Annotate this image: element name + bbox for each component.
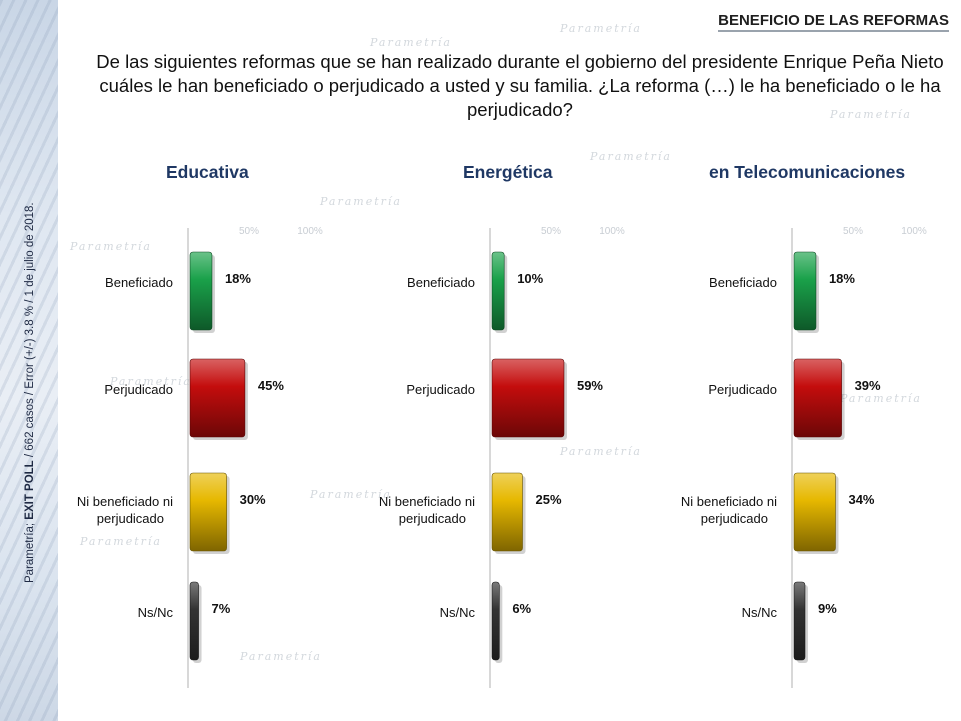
bar <box>793 251 817 331</box>
panel-title-telecomunicaciones: en Telecomunicaciones <box>709 162 906 182</box>
category-label: Beneficiado <box>407 275 475 290</box>
category-label: Beneficiado <box>709 275 777 290</box>
bar <box>491 581 500 661</box>
category-label: Ns/Nc <box>742 605 778 620</box>
bar <box>189 251 213 331</box>
category-label: Ni beneficiado ni perjudicado <box>681 494 777 526</box>
data-label: 7% <box>212 601 231 616</box>
tick-label: 50% <box>239 226 259 237</box>
bar <box>491 251 505 331</box>
watermark: Parametría <box>320 195 402 208</box>
data-label: 6% <box>512 601 531 616</box>
category-label: Beneficiado <box>105 275 173 290</box>
category-label: Perjudicado <box>708 382 777 397</box>
watermark: Parametría <box>560 445 642 458</box>
tick-label: 100% <box>599 226 625 237</box>
data-label: 18% <box>829 271 855 286</box>
tick-label: 100% <box>901 226 927 237</box>
panel-title-educativa: Educativa <box>166 162 249 182</box>
data-label: 30% <box>240 492 266 507</box>
watermark: Parametría <box>80 535 162 548</box>
watermark: Parametría <box>110 375 192 388</box>
watermark: Parametría <box>370 36 452 49</box>
category-label: Ni beneficiado ni perjudicado <box>77 494 173 526</box>
watermark: Parametría <box>830 108 912 121</box>
bar <box>793 472 836 552</box>
watermark: Parametría <box>840 392 922 405</box>
data-label: 45% <box>258 378 284 393</box>
data-label: 10% <box>517 271 543 286</box>
tick-label: 100% <box>297 226 323 237</box>
category-label: Ns/Nc <box>138 605 174 620</box>
category-label: Ni beneficiado ni perjudicado <box>379 494 475 526</box>
bar <box>189 581 199 661</box>
bar <box>491 358 565 438</box>
header-tag: BENEFICIO DE LAS REFORMAS <box>718 12 949 32</box>
data-label: 34% <box>848 492 874 507</box>
data-label: 9% <box>818 601 837 616</box>
bar <box>491 472 523 552</box>
tick-label: 50% <box>843 226 863 237</box>
watermark: Parametría <box>70 240 152 253</box>
tick-label: 50% <box>541 226 561 237</box>
data-label: 25% <box>536 492 562 507</box>
data-label: 39% <box>855 378 881 393</box>
watermark: Parametría <box>560 22 642 35</box>
watermark: Parametría <box>590 150 672 163</box>
bar <box>793 358 842 438</box>
category-label: Perjudicado <box>104 382 173 397</box>
decorative-side-strip <box>0 0 58 721</box>
watermark: Parametría <box>240 650 322 663</box>
bar <box>793 581 806 661</box>
category-label: Ns/Nc <box>440 605 476 620</box>
category-label: Perjudicado <box>406 382 475 397</box>
data-label: 59% <box>577 378 603 393</box>
bar <box>189 472 227 552</box>
data-label: 18% <box>225 271 251 286</box>
watermark: Parametría <box>310 488 392 501</box>
bar <box>189 358 246 438</box>
survey-question: De las siguientes reformas que se han re… <box>96 51 944 120</box>
panel-title-energetica: Energética <box>463 162 553 182</box>
